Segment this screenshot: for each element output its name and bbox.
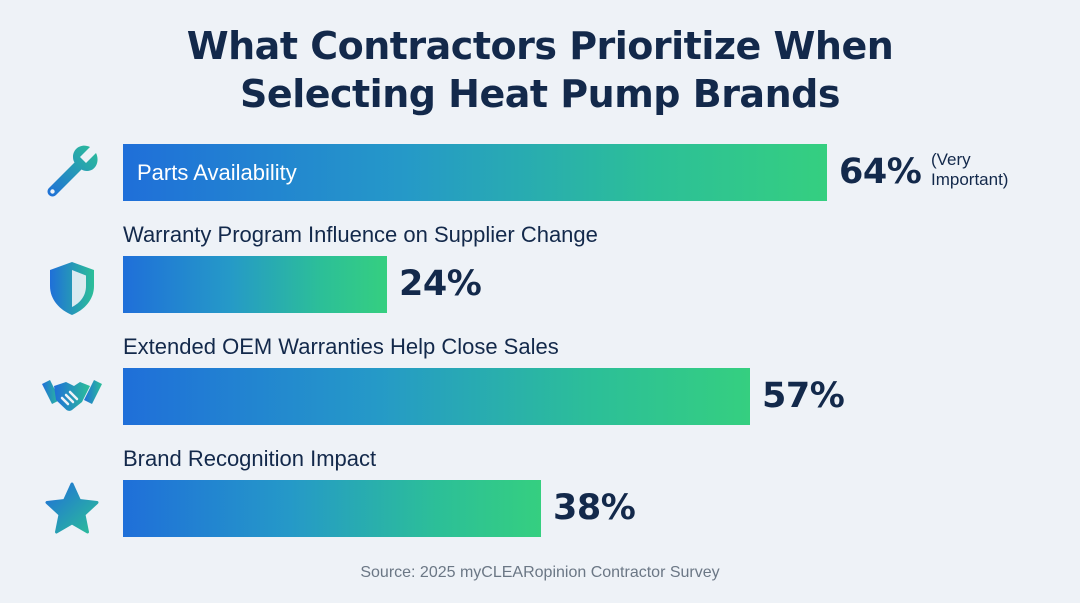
chart-title-line-1: What Contractors Prioritize When — [186, 24, 894, 68]
chart-title-line-2: Selecting Heat Pump Brands — [240, 72, 840, 116]
bar-label: Extended OEM Warranties Help Close Sales — [123, 334, 559, 359]
annotation-line-2: Important) — [931, 170, 1009, 189]
handshake-icon — [40, 364, 104, 428]
wrench-icon — [40, 139, 104, 203]
bar-row-extended-oem-warranties: Extended OEM Warranties Help Close Sales… — [0, 332, 1080, 442]
value-label: 38% — [553, 488, 636, 528]
bar — [123, 480, 541, 537]
value-label: 57% — [762, 376, 845, 416]
bar-label: Warranty Program Influence on Supplier C… — [123, 222, 598, 247]
bar: Parts Availability — [123, 144, 827, 201]
bar-label: Parts Availability — [137, 160, 297, 185]
annotation-line-1: (Very — [931, 150, 971, 169]
chart-title: What Contractors Prioritize When Selecti… — [0, 22, 1080, 118]
value-label: 24% — [399, 264, 482, 304]
bar-row-parts-availability: Parts Availability 64% (Very Important) — [0, 130, 1080, 240]
bar — [123, 256, 387, 313]
bar — [123, 368, 750, 425]
annotation-very-important: (Very Important) — [931, 150, 1008, 190]
shield-icon — [40, 256, 104, 320]
source-note: Source: 2025 myCLEARopinion Contractor S… — [360, 564, 720, 581]
value-label: 64% — [839, 152, 922, 192]
star-icon — [40, 478, 104, 542]
bar-label: Brand Recognition Impact — [123, 446, 377, 471]
bar-row-warranty-program: Warranty Program Influence on Supplier C… — [0, 220, 1080, 330]
bar-row-brand-recognition: Brand Recognition Impact 38% — [0, 444, 1080, 554]
